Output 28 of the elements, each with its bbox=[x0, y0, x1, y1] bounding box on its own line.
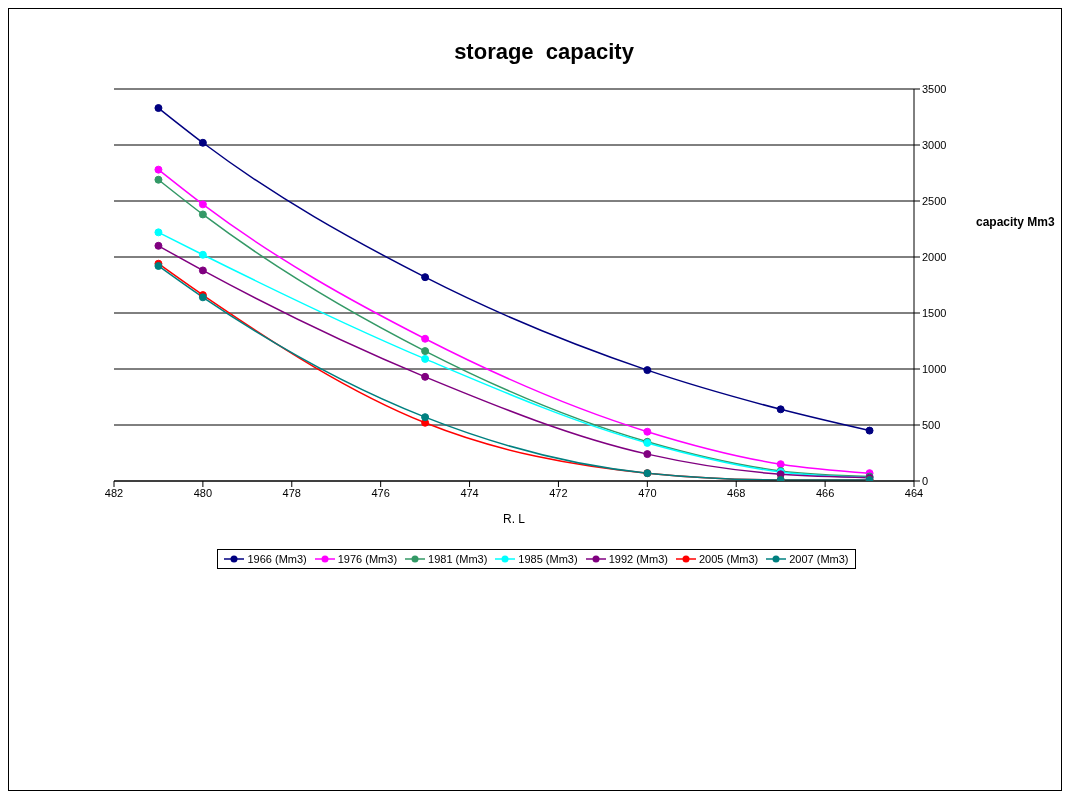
y-tick-label: 2000 bbox=[922, 250, 947, 263]
x-tick-label: 482 bbox=[104, 486, 124, 499]
x-tick-label: 468 bbox=[727, 486, 746, 499]
y-tick-label: 0 bbox=[922, 474, 929, 487]
y-tick-label: 3500 bbox=[922, 82, 947, 95]
x-tick-label: 472 bbox=[549, 486, 568, 499]
y-axis-title: capacity Mm3 bbox=[976, 215, 1055, 229]
y-tick-label: 2500 bbox=[922, 194, 947, 207]
legend-label: 2007 (Mm3) bbox=[788, 553, 849, 565]
x-tick-label: 478 bbox=[282, 486, 301, 499]
x-tick-label: 470 bbox=[638, 486, 657, 499]
legend-label: 2005 (Mm3) bbox=[697, 553, 759, 565]
chart-title: storage capacity bbox=[453, 39, 635, 65]
y-tick-label: 500 bbox=[922, 418, 941, 431]
y-tick-label: 1000 bbox=[922, 362, 947, 375]
legend-label: 1985 (Mm3) bbox=[517, 553, 578, 565]
legend-label: 1981 (Mm3) bbox=[427, 553, 488, 565]
legend-label: 1976 (Mm3) bbox=[336, 553, 398, 565]
x-tick-label: 464 bbox=[904, 486, 924, 499]
y-tick-label: 1500 bbox=[922, 306, 947, 319]
legend-label: 1992 (Mm3) bbox=[607, 553, 668, 565]
x-tick-label: 480 bbox=[193, 486, 213, 499]
x-tick-label: 474 bbox=[460, 486, 479, 499]
legend-label: 1966 (Mm3) bbox=[246, 553, 307, 565]
y-tick-label: 3000 bbox=[922, 138, 947, 151]
x-axis-title: R. L bbox=[502, 512, 526, 526]
x-tick-label: 466 bbox=[815, 486, 835, 499]
x-tick-label: 476 bbox=[371, 486, 390, 499]
